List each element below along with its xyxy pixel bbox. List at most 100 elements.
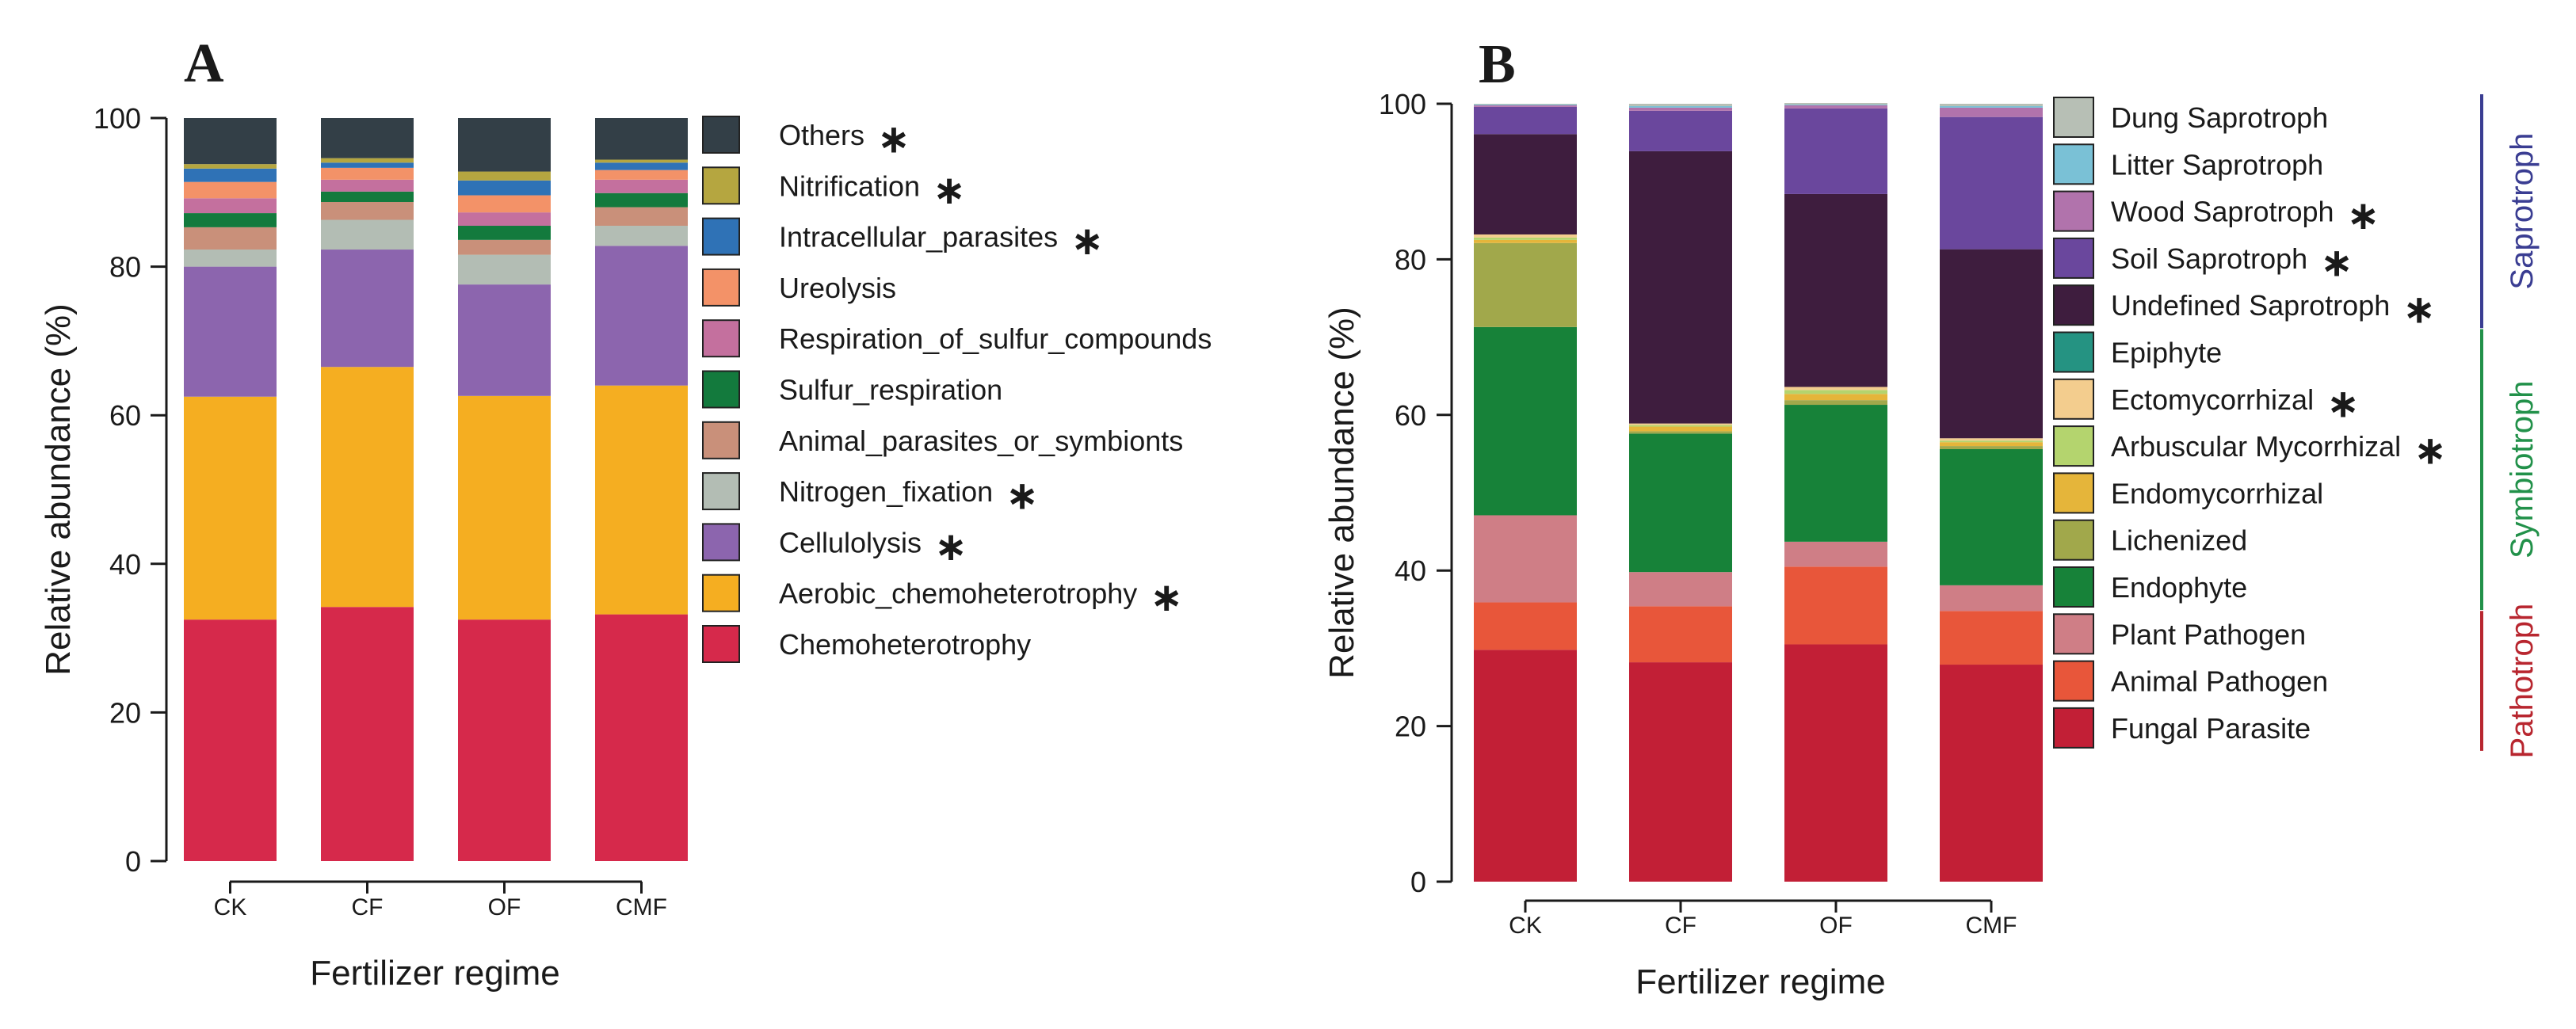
bar-segment-cf-dung-saprotroph <box>1629 104 1732 106</box>
bar-segment-cmf-animal-parasites-or-symbionts <box>595 207 688 227</box>
bar-segment-ck-others <box>184 118 277 165</box>
bar-segment-cmf-dung-saprotroph <box>1940 104 2043 106</box>
legend-label-nitrogen-fixation: Nitrogen_fixation <box>779 475 993 508</box>
bar-segment-ck-undefined-saprotroph <box>1474 134 1577 234</box>
bar-segment-cmf-others <box>595 118 688 160</box>
bar-segment-of-cellulolysis <box>458 284 551 396</box>
x-tick-label-of: OF <box>1819 913 1853 939</box>
significance-star: ∗ <box>933 168 966 212</box>
bar-segment-ck-lichenized <box>1474 242 1577 327</box>
bar-segment-cf-aerobic-chemoheterotrophy <box>321 367 414 608</box>
legend-swatch-epiphyte <box>2053 331 2094 373</box>
legend-label-intracellular-parasites: Intracellular_parasites <box>779 221 1058 253</box>
legend-label-wood-saprotroph: Wood Saprotroph <box>2111 196 2334 228</box>
bar-segment-of-ureolysis <box>458 195 551 213</box>
bar-segment-cf-litter-saprotroph <box>1629 105 1732 108</box>
legend-swatch-ureolysis <box>702 268 740 307</box>
bar-segment-cmf-soil-saprotroph <box>1940 116 2043 250</box>
legend-label-lichenized: Lichenized <box>2111 524 2247 557</box>
bar-segment-cmf-litter-saprotroph <box>1940 105 2043 108</box>
x-tick-label-cf: CF <box>1665 913 1696 939</box>
legend-swatch-sulfur-respiration <box>702 370 740 409</box>
legend-swatch-respiration-of-sulfur-compounds <box>702 319 740 358</box>
legend-swatch-arbuscular-mycorrhizal <box>2053 425 2094 467</box>
legend-label-soil-saprotroph: Soil Saprotroph <box>2111 242 2307 275</box>
bar-segment-of-endomycorrhizal <box>1784 394 1887 401</box>
bar-segment-of-lichenized <box>1784 400 1887 406</box>
legend-label-undefined-saprotroph: Undefined Saprotroph <box>2111 289 2390 322</box>
bar-segment-cmf-aerobic-chemoheterotrophy <box>595 385 688 615</box>
bar-segment-of-endophyte <box>1784 405 1887 542</box>
y-tick-label: 40 <box>1395 555 1426 587</box>
bar-segment-cf-nitrification <box>321 158 414 163</box>
bar-segment-of-dung-saprotroph <box>1784 103 1887 105</box>
legend-label-arbuscular-mycorrhizal: Arbuscular Mycorrhizal <box>2111 430 2401 463</box>
bar-segment-of-aerobic-chemoheterotrophy <box>458 395 551 620</box>
significance-star: ∗ <box>2320 240 2353 284</box>
y-tick-label: 80 <box>109 251 141 284</box>
group-label-pathotroph: Pathotroph <box>2505 604 2540 759</box>
legend-swatch-cellulolysis <box>702 523 740 562</box>
bar-segment-of-sulfur-respiration <box>458 226 551 240</box>
y-tick-label: 40 <box>109 548 141 581</box>
bar-segment-cmf-wood-saprotroph <box>1940 107 2043 117</box>
bar-segment-ck-chemoheterotrophy <box>184 619 277 861</box>
bar-segment-ck-plant-pathogen <box>1474 515 1577 603</box>
bar-segment-cf-ectomycorrhizal <box>1629 423 1732 425</box>
y-axis-title: Relative abundance (%) <box>1322 307 1361 679</box>
bar-segment-cf-nitrogen-fixation <box>321 219 414 250</box>
x-tick-label-cf: CF <box>352 894 384 920</box>
bar-segment-ck-aerobic-chemoheterotrophy <box>184 396 277 620</box>
y-tick-label: 100 <box>93 102 141 135</box>
bar-segment-cf-ureolysis <box>321 167 414 180</box>
x-tick-label-of: OF <box>488 894 521 920</box>
x-tick-label-cmf: CMF <box>1966 913 2017 939</box>
legend-swatch-fungal-parasite <box>2053 707 2094 749</box>
significance-star: ∗ <box>1006 474 1039 518</box>
legend-swatch-endophyte <box>2053 566 2094 608</box>
y-tick-label: 20 <box>1395 711 1426 743</box>
panel-a: A 0 20 40 60 80 100 Relative abundance (%) CK CF O… <box>39 33 1212 993</box>
bar-segment-cf-undefined-saprotroph <box>1629 151 1732 424</box>
bar-segment-of-undefined-saprotroph <box>1784 193 1887 387</box>
x-tick-label-ck: CK <box>1509 913 1542 939</box>
bar-segment-cmf-plant-pathogen <box>1940 585 2043 612</box>
bar-segment-of-plant-pathogen <box>1784 541 1887 567</box>
legend-label-epiphyte: Epiphyte <box>2111 336 2222 368</box>
bar-segment-ck-respiration-of-sulfur-compounds <box>184 198 277 214</box>
legend-swatch-wood-saprotroph <box>2053 190 2094 232</box>
bar-segment-of-nitrification <box>458 171 551 181</box>
bar-segment-cf-respiration-of-sulfur-compounds <box>321 179 414 192</box>
bar-segment-ck-soil-saprotroph <box>1474 106 1577 135</box>
panel-letter: B <box>1479 34 1516 95</box>
panel-letter: A <box>184 33 224 94</box>
bar-segment-cmf-sulfur-respiration <box>595 192 688 208</box>
group-label-saprotroph: Saprotroph <box>2505 133 2540 290</box>
legend-swatch-endomycorrhizal <box>2053 472 2094 514</box>
y-axis-title: Relative abundance (%) <box>39 303 78 676</box>
legend-label-endophyte: Endophyte <box>2111 571 2247 604</box>
bar-segment-ck-arbuscular-mycorrhizal <box>1474 237 1577 240</box>
bar-segment-of-wood-saprotroph <box>1784 105 1887 109</box>
bar-segment-cf-endomycorrhizal <box>1629 426 1732 432</box>
bar-segment-cmf-lichenized <box>1940 446 2043 450</box>
legend-label-ureolysis: Ureolysis <box>779 272 896 304</box>
y-tick-label: 60 <box>109 399 141 432</box>
legend-label-chemoheterotrophy: Chemoheterotrophy <box>779 628 1031 661</box>
significance-star: ∗ <box>1070 219 1104 263</box>
legend-label-others: Others <box>779 119 864 151</box>
legend-swatch-ectomycorrhizal <box>2053 378 2094 420</box>
bar-segment-cmf-ureolysis <box>595 170 688 180</box>
legend-label-sulfur-respiration: Sulfur_respiration <box>779 373 1002 406</box>
bar-segment-ck-animal-parasites-or-symbionts <box>184 227 277 250</box>
y-tick-label: 100 <box>1379 88 1426 120</box>
bar-segment-cf-chemoheterotrophy <box>321 607 414 861</box>
bar-segment-ck-animal-pathogen <box>1474 602 1577 650</box>
bar-segment-cf-endophyte <box>1629 433 1732 573</box>
legend-label-ectomycorrhizal: Ectomycorrhizal <box>2111 383 2314 416</box>
bar-segment-cf-lichenized <box>1629 431 1732 434</box>
bar-segment-of-arbuscular-mycorrhizal <box>1784 390 1887 394</box>
bar-segment-cf-sulfur-respiration <box>321 191 414 202</box>
bar-segment-ck-cellulolysis <box>184 266 277 397</box>
bar-segment-ck-sulfur-respiration <box>184 213 277 227</box>
